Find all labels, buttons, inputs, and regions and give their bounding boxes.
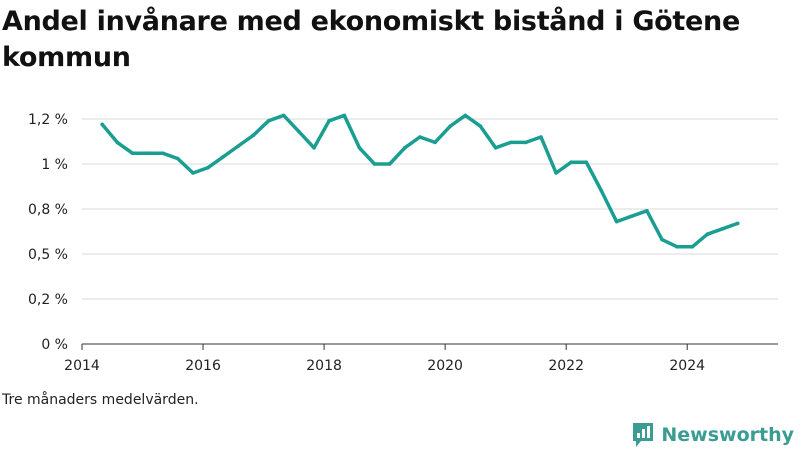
data-point (524, 140, 528, 145)
x-tick-label: 2020 (427, 358, 463, 374)
data-point (357, 146, 362, 150)
data-point (266, 119, 271, 123)
data-point (735, 221, 740, 226)
data-point (403, 146, 407, 150)
x-axis: 2014 2016 2018 2020 2022 2024 (64, 343, 778, 374)
data-point (433, 140, 437, 145)
y-tick-label: 0,2 % (28, 292, 68, 308)
x-tick-label: 2016 (185, 358, 221, 374)
data-point (236, 144, 241, 148)
data-point (478, 124, 483, 128)
newsworthy-logo-icon (633, 423, 654, 447)
data-point (690, 245, 695, 249)
data-point (387, 162, 392, 166)
y-tick-label: 1,2 % (28, 112, 68, 128)
brand: Newsworthy (631, 421, 794, 449)
x-tick-label: 2018 (306, 358, 342, 374)
data-point (720, 227, 725, 231)
data-point (554, 171, 558, 175)
grid-lines (82, 118, 778, 300)
data-point (100, 122, 104, 127)
data-point (160, 151, 165, 155)
data-point (251, 133, 256, 137)
x-tick-label: 2014 (64, 358, 100, 374)
y-tick-label: 0,8 % (28, 202, 68, 218)
data-point (130, 151, 135, 155)
data-point (297, 129, 301, 134)
data-point (327, 119, 331, 123)
x-tick-label: 2022 (548, 358, 584, 374)
data-point (115, 140, 120, 145)
y-tick-label: 1 % (41, 157, 68, 173)
data-point (675, 245, 679, 249)
data-point (448, 124, 453, 128)
y-tick-label: 0 % (41, 337, 68, 353)
data-point (539, 135, 543, 139)
data-point (342, 113, 347, 118)
data-point (705, 232, 710, 236)
data-point (660, 237, 664, 242)
data-point (281, 113, 286, 118)
data-point (372, 162, 377, 166)
data-point (629, 214, 634, 218)
data-point (206, 165, 210, 170)
data-point (221, 155, 225, 159)
data-point (312, 146, 316, 150)
data-point (599, 189, 604, 193)
data-point (145, 151, 150, 155)
data-point (569, 160, 573, 164)
data-point (493, 146, 498, 150)
data-point (614, 219, 619, 224)
data-point (418, 135, 422, 139)
data-point (463, 113, 468, 118)
y-tick-label: 0,5 % (28, 247, 68, 263)
data-point (176, 156, 180, 161)
chart-caption: Tre månaders medelvärden. (2, 392, 199, 408)
data-point (584, 160, 589, 164)
series-line-0 (100, 113, 740, 249)
x-tick-label: 2024 (669, 358, 705, 374)
y-axis: 0 % 0,2 % 0,5 % 0,8 % 1 % 1,2 % (28, 112, 68, 353)
data-point (191, 171, 195, 175)
data-point (645, 209, 649, 213)
data-point (508, 140, 513, 145)
chart-title: Andel invånare med ekonomiskt bistånd i … (2, 6, 740, 73)
brand-name: Newsworthy (661, 424, 794, 446)
series-group (100, 113, 740, 249)
